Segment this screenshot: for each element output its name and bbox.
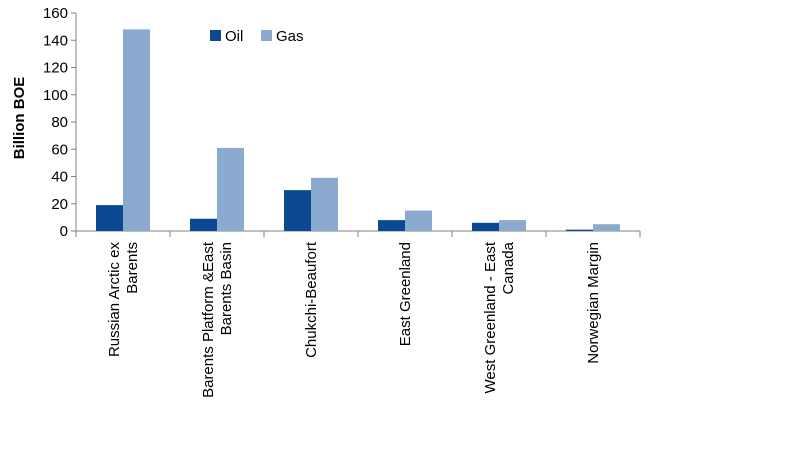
- y-tick-label: 0: [60, 223, 68, 240]
- bar-oil-3: [378, 220, 405, 231]
- bars: [96, 29, 620, 231]
- bar-oil-2: [284, 190, 311, 231]
- bar-gas-4: [499, 220, 526, 231]
- bar-gas-1: [217, 147, 244, 231]
- x-axis: [75, 230, 641, 237]
- y-axis-label: Billion BOE: [11, 77, 28, 160]
- legend-swatch-oil: [210, 30, 221, 41]
- y-tick-label: 120: [43, 60, 68, 77]
- y-tick-label: 100: [43, 87, 68, 104]
- y-tick-label: 140: [43, 32, 68, 49]
- bar-oil-0: [96, 205, 123, 231]
- legend-swatch-gas: [261, 30, 272, 41]
- category-label: Barents Platform &East: [200, 241, 217, 398]
- bar-gas-0: [123, 29, 150, 231]
- y-tick-label: 80: [51, 114, 68, 131]
- category-labels: Russian Arctic ex Barents Barents Platform…: [106, 241, 602, 398]
- y-tick-label: 40: [51, 169, 68, 186]
- category-label: Russian Arctic ex: [106, 242, 123, 358]
- bar-gas-5: [593, 224, 620, 231]
- category-label: Barents: [124, 242, 141, 294]
- category-label: Chukchi-Beaufort: [303, 241, 320, 358]
- bar-oil-4: [472, 222, 499, 231]
- bar-gas-3: [405, 210, 432, 231]
- legend-label-gas: Gas: [276, 28, 304, 45]
- legend-label-oil: Oil: [225, 28, 243, 45]
- category-label: Norwegian Margin: [585, 242, 602, 364]
- category-label: Barents Basin: [218, 242, 235, 335]
- bar-gas-2: [311, 177, 338, 231]
- legend: Oil Gas: [210, 28, 304, 45]
- category-label: West Greenland - East: [482, 241, 499, 393]
- bar-oil-1: [190, 218, 217, 231]
- y-axis: 0 20 40 60 80 100 120 140 160: [43, 5, 77, 240]
- category-label: Canada: [500, 241, 517, 294]
- category-label: East Greenland: [397, 242, 414, 346]
- y-tick-label: 60: [51, 141, 68, 158]
- y-tick-label: 20: [51, 196, 68, 213]
- y-tick-label: 160: [43, 5, 68, 22]
- bar-oil-5: [566, 229, 593, 231]
